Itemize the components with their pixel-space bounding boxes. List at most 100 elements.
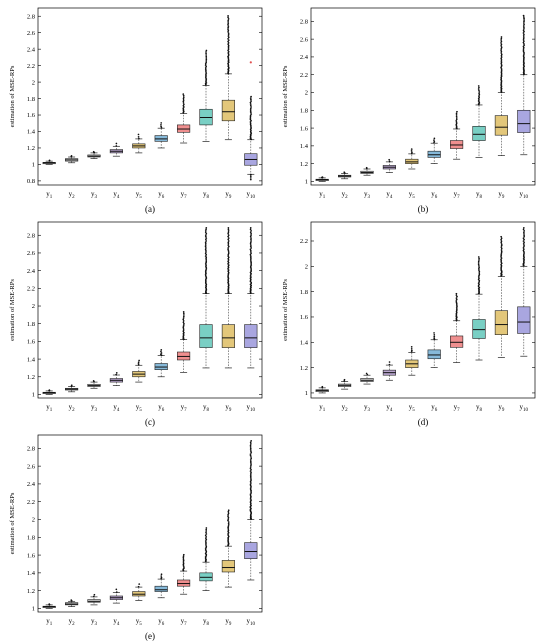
outlier-point <box>249 483 252 486</box>
y-tick-label: 1.4 <box>300 143 309 150</box>
outlier-point <box>205 247 207 249</box>
outlier-point <box>205 57 208 59</box>
box-plot <box>109 588 123 604</box>
outlier-point <box>227 264 230 266</box>
outlier-point <box>227 44 230 47</box>
outlier-point <box>523 238 525 241</box>
x-tick-label: y8 <box>203 190 210 200</box>
outlier-point <box>227 19 230 22</box>
outlier-point <box>205 55 208 58</box>
outlier-point <box>227 259 230 261</box>
outlier-point <box>115 588 118 591</box>
outlier-point <box>92 379 95 382</box>
outlier-point <box>249 453 252 456</box>
outlier-point <box>477 85 480 87</box>
x-tick-label: y1 <box>46 190 53 200</box>
outlier-point <box>477 276 480 278</box>
outlier-point <box>249 476 252 479</box>
outlier-point <box>250 269 252 271</box>
outlier-point <box>159 353 162 356</box>
outlier-point <box>522 36 525 39</box>
outlier-point <box>48 389 51 391</box>
outlier-point <box>523 248 525 251</box>
outlier-point <box>205 51 207 53</box>
outlier-point <box>204 62 207 65</box>
outlier-point <box>138 583 141 585</box>
y-tick-label: 2.4 <box>27 268 36 275</box>
outlier-point <box>523 26 525 29</box>
outlier-point <box>205 61 208 64</box>
y-tick-label: 2.8 <box>27 446 35 453</box>
outlier-point <box>204 241 207 244</box>
outlier-point <box>500 253 503 255</box>
outlier-point <box>205 257 207 260</box>
outlier-point <box>249 266 252 269</box>
outlier-point <box>249 115 252 118</box>
outlier-point <box>183 314 185 316</box>
outlier-point <box>522 240 525 242</box>
y-tick-label: 2.4 <box>300 54 309 61</box>
x-tick-label: y2 <box>69 617 76 627</box>
outlier-point <box>205 531 207 534</box>
outlier-point <box>523 245 525 248</box>
outlier-point <box>227 509 230 512</box>
outlier-point <box>249 173 252 176</box>
y-tick-label: 1.4 <box>27 129 36 136</box>
outlier-point <box>250 126 252 128</box>
outlier-point <box>182 324 185 326</box>
outlier-point <box>227 244 230 247</box>
outlier-point <box>205 251 207 253</box>
y-tick-label: 2.6 <box>27 463 36 470</box>
box-plot <box>109 142 123 157</box>
outlier-point <box>523 19 525 21</box>
outlier-point <box>227 39 230 42</box>
outlier-point <box>250 440 253 442</box>
box <box>244 542 258 559</box>
outlier-point <box>522 228 525 231</box>
outlier-point <box>227 257 230 260</box>
outlier-point <box>227 247 230 249</box>
y-tick-label: 1.2 <box>300 365 308 372</box>
outlier-point <box>182 318 185 321</box>
plot-frame <box>37 7 263 186</box>
outlier-point <box>249 175 252 178</box>
outlier-point <box>250 443 252 445</box>
y-tick-label: 2.2 <box>27 286 35 293</box>
outlier-point <box>522 29 525 32</box>
outlier-point <box>478 270 481 273</box>
y-tick-label: 1.2 <box>300 161 308 168</box>
outlier-point <box>227 240 230 242</box>
outlier-point <box>205 544 207 546</box>
outlier-point <box>182 561 185 563</box>
outlier-point <box>500 257 503 259</box>
outlier-point <box>250 98 252 101</box>
outlier-point <box>182 321 185 324</box>
outlier-point <box>227 529 230 532</box>
x-tick-label: y4 <box>113 617 120 627</box>
outlier-point <box>227 252 230 255</box>
box-plot <box>177 93 191 144</box>
outlier-point <box>227 248 229 251</box>
outlier-point <box>182 325 185 328</box>
y-tick-label: 2 <box>305 264 308 271</box>
outlier-point <box>500 69 503 72</box>
outlier-point <box>250 240 252 242</box>
outlier-point <box>227 516 230 519</box>
x-tick-label: y8 <box>476 403 483 413</box>
y-tick-label: 2.6 <box>300 36 309 43</box>
box-plot <box>199 226 213 369</box>
outlier-point <box>182 326 185 329</box>
outlier-point <box>205 49 208 52</box>
outlier-point <box>250 257 252 260</box>
outlier-point <box>250 479 252 482</box>
outlier-point <box>138 137 140 140</box>
outlier-point <box>249 448 252 451</box>
plot-frame <box>37 221 263 399</box>
x-tick-label: y10 <box>247 190 256 200</box>
outlier-point <box>227 255 230 257</box>
y-tick-label: 2.6 <box>27 250 36 257</box>
box-plot <box>315 176 329 182</box>
panel-label: (d) <box>418 417 429 427</box>
outlier-point <box>182 559 185 562</box>
x-tick-label: y3 <box>91 403 98 413</box>
